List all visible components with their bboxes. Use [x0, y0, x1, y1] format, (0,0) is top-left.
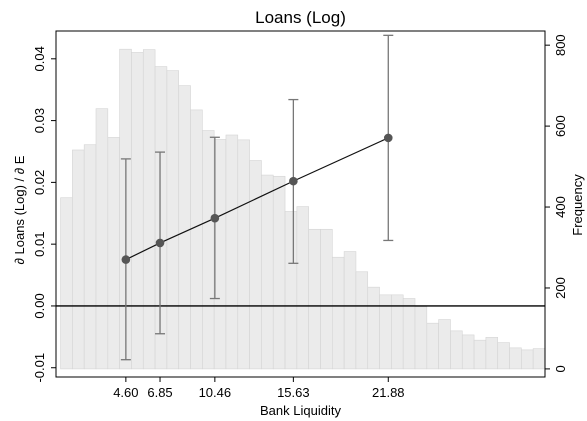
x-tick-label: 15.63	[277, 385, 310, 400]
histogram-bar	[261, 174, 274, 370]
histogram-bar	[60, 197, 73, 370]
histogram-bar	[367, 286, 380, 370]
y-left-axis-label: ∂ Loans (Log) / ∂ E	[12, 155, 27, 264]
histogram-bar	[473, 339, 487, 370]
histogram	[60, 48, 546, 370]
histogram-bar	[497, 342, 510, 370]
y-left-tick-label: 0.00	[32, 293, 47, 318]
axes: 4.60 6.85 10.46 15.63 21.88 -0.01 0.00 0.01 0.02…	[32, 34, 568, 400]
histogram-bar	[343, 251, 357, 370]
histogram-bar	[284, 211, 298, 370]
y-right-tick-label: 400	[553, 196, 568, 218]
y-right-tick-label: 200	[553, 277, 568, 299]
data-point	[121, 255, 131, 264]
x-axis-label: Bank Liquidity	[260, 403, 341, 418]
marginal-effects-series	[120, 34, 394, 361]
data-point	[289, 176, 298, 186]
histogram-bar	[154, 66, 168, 370]
histogram-bar	[308, 228, 321, 370]
histogram-bar	[142, 49, 156, 370]
histogram-bar	[225, 134, 239, 370]
histogram-bar	[521, 349, 534, 370]
x-tick-label: 4.60	[113, 385, 138, 400]
data-point	[155, 238, 165, 248]
y-left-tick-label: 0.03	[32, 108, 47, 133]
y-right-tick-label: 0	[553, 365, 568, 372]
histogram-bar	[402, 298, 416, 370]
histogram-bar	[83, 144, 97, 370]
histogram-bar	[272, 175, 286, 370]
histogram-bar	[178, 85, 191, 370]
chart-title: Loans (Log)	[255, 8, 346, 27]
y-left-tick-label: -0.01	[32, 353, 47, 383]
x-tick-label: 21.88	[372, 385, 405, 400]
data-point	[383, 133, 393, 143]
histogram-bar	[72, 149, 85, 370]
histogram-bar	[190, 109, 203, 370]
y-right-tick-label: 600	[553, 115, 568, 137]
histogram-bar	[438, 319, 451, 370]
x-tick-label: 10.46	[199, 385, 232, 400]
y-left-tick-label: 0.01	[32, 232, 47, 257]
histogram-bar	[296, 206, 309, 370]
histogram-bar	[95, 108, 109, 370]
histogram-bar	[249, 160, 262, 370]
y-left-tick-label: 0.04	[32, 46, 47, 71]
histogram-bar	[107, 137, 120, 370]
histogram-bar	[166, 70, 179, 370]
y-left-tick-label: 0.02	[32, 170, 47, 195]
data-point	[210, 213, 220, 223]
histogram-bar	[355, 271, 369, 370]
histogram-bar	[532, 348, 546, 370]
histogram-bar	[331, 256, 345, 370]
histogram-bar	[426, 322, 439, 370]
plot-frame	[55, 30, 546, 378]
histogram-bar	[202, 130, 215, 370]
histogram-bar	[450, 330, 463, 370]
y-right-tick-label: 800	[553, 34, 568, 56]
y-right-axis-label: Frequency	[570, 174, 585, 236]
histogram-bar	[485, 337, 499, 370]
histogram-bar	[213, 139, 227, 370]
histogram-bar	[414, 306, 428, 370]
histogram-bar	[320, 228, 333, 370]
histogram-bar	[131, 52, 144, 370]
histogram-bar	[237, 139, 250, 370]
x-tick-label: 6.85	[147, 385, 172, 400]
histogram-bar	[461, 334, 475, 370]
histogram-bar	[509, 347, 522, 370]
